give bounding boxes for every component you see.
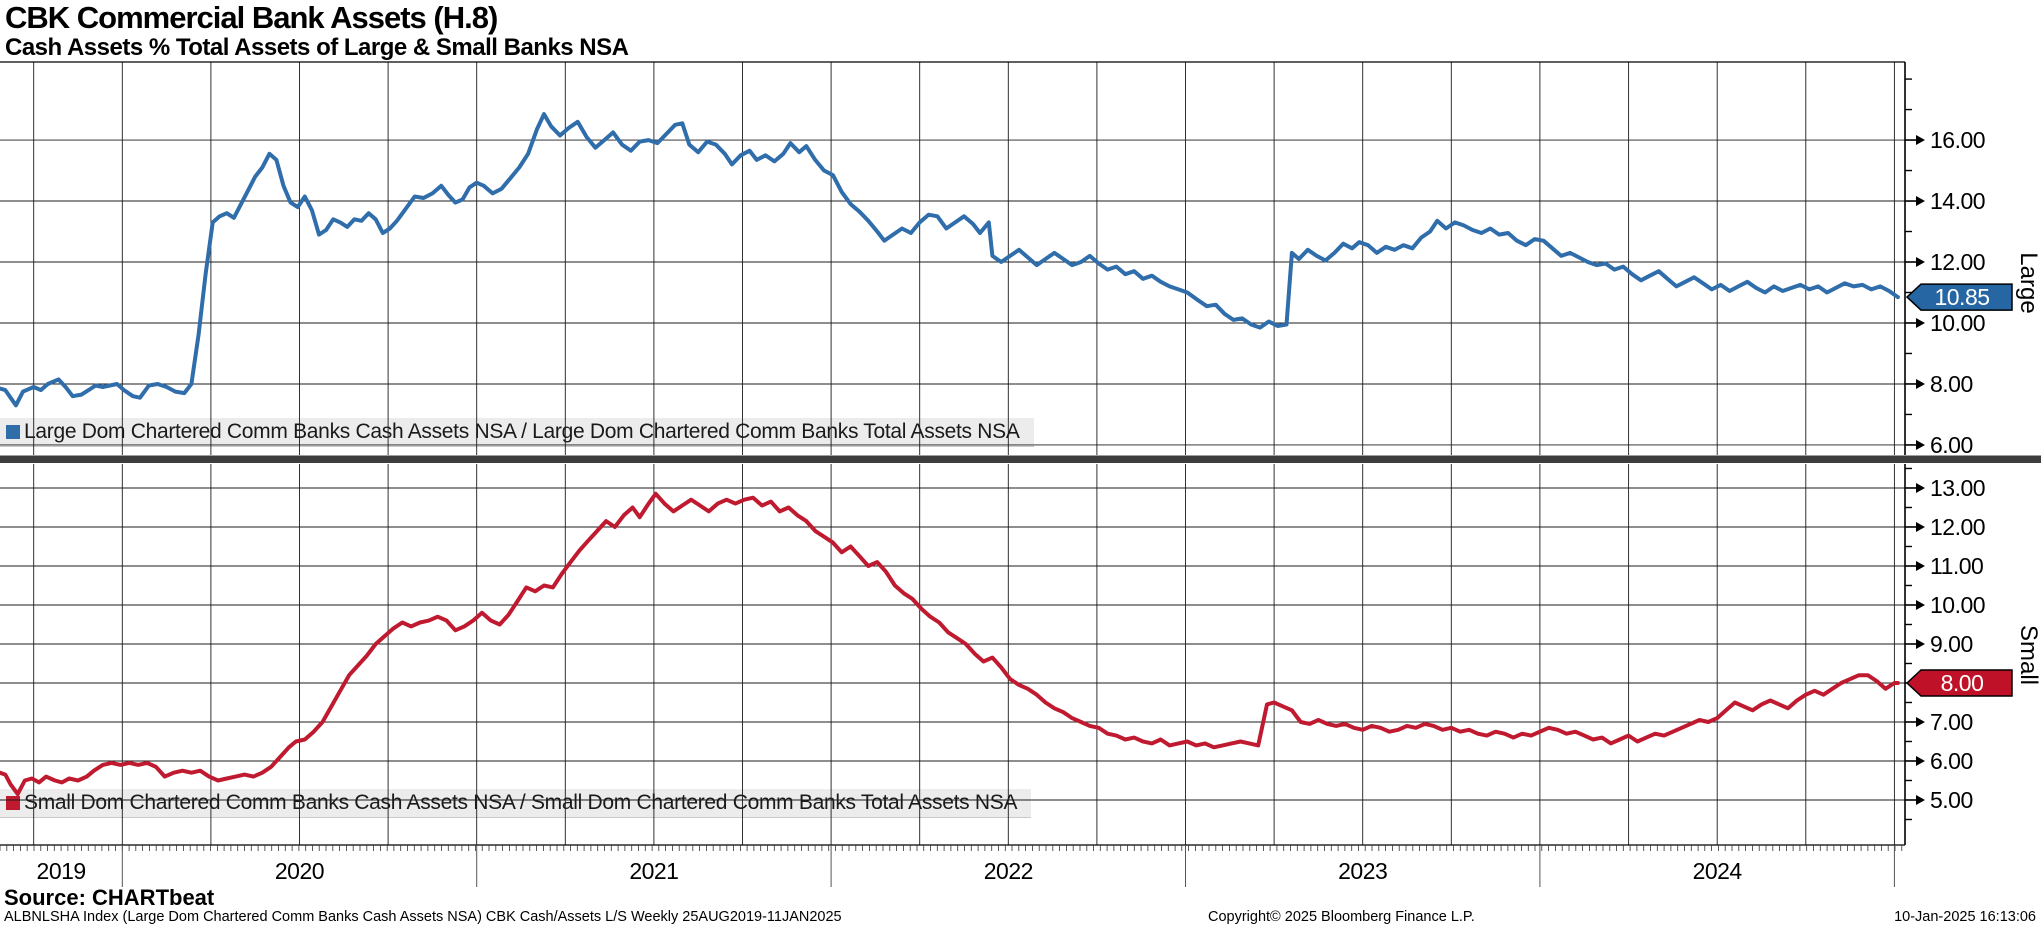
svg-text:6.00: 6.00 — [1930, 748, 1973, 774]
svg-text:14.00: 14.00 — [1930, 188, 1985, 214]
x-year-label: 2024 — [1693, 858, 1743, 884]
page-subtitle: Cash Assets % Total Assets of Large & Sm… — [5, 34, 629, 61]
x-year-label: 2020 — [275, 858, 324, 884]
svg-text:10.00: 10.00 — [1930, 310, 1985, 336]
svg-text:8.00: 8.00 — [1941, 670, 1984, 696]
svg-text:10.85: 10.85 — [1934, 284, 1989, 310]
legend-large-label: Large Dom Chartered Comm Banks Cash Asse… — [24, 420, 1020, 443]
legend-small-label: Small Dom Chartered Comm Banks Cash Asse… — [24, 791, 1018, 814]
axis-title-large: Large — [2015, 252, 2041, 314]
svg-text:6.00: 6.00 — [1930, 432, 1973, 458]
page-title: CBK Commercial Bank Assets (H.8) — [5, 0, 498, 35]
svg-text:13.00: 13.00 — [1930, 475, 1985, 501]
footer-copyright: Copyright© 2025 Bloomberg Finance L.P. — [1208, 909, 1475, 925]
small-last-value-badge: 8.00 — [1905, 669, 2013, 697]
x-year-label: 2022 — [984, 858, 1033, 884]
svg-text:12.00: 12.00 — [1930, 514, 1985, 540]
svg-text:5.00: 5.00 — [1930, 787, 1973, 813]
source-label: Source: CHARTbeat — [4, 885, 215, 910]
svg-text:8.00: 8.00 — [1930, 371, 1973, 397]
large-series-swatch-icon — [6, 425, 20, 439]
footer-timestamp: 10-Jan-2025 16:13:06 — [1894, 909, 2036, 925]
svg-text:7.00: 7.00 — [1930, 709, 1973, 735]
x-year-label: 2019 — [37, 858, 86, 884]
axis-title-small: Small — [2015, 624, 2041, 686]
svg-text:12.00: 12.00 — [1930, 249, 1985, 275]
legend-small: Small Dom Chartered Comm Banks Cash Asse… — [0, 789, 1032, 818]
svg-text:8.00: 8.00 — [1930, 670, 1973, 696]
large-series-line — [0, 112, 1900, 408]
small-series-line — [0, 491, 1900, 797]
x-year-label: 2023 — [1338, 858, 1387, 884]
panel-divider — [0, 455, 2041, 463]
svg-text:10.00: 10.00 — [1930, 592, 1985, 618]
svg-text:16.00: 16.00 — [1930, 127, 1985, 153]
x-year-label: 2021 — [629, 858, 678, 884]
svg-text:11.00: 11.00 — [1930, 553, 1983, 579]
legend-large: Large Dom Chartered Comm Banks Cash Asse… — [0, 418, 1034, 447]
svg-text:9.00: 9.00 — [1930, 631, 1973, 657]
small-series-swatch-icon — [6, 796, 20, 810]
large-last-value-badge: 10.85 — [1905, 283, 2013, 311]
footer-meta: ALBNLSHA Index (Large Dom Chartered Comm… — [4, 909, 842, 925]
